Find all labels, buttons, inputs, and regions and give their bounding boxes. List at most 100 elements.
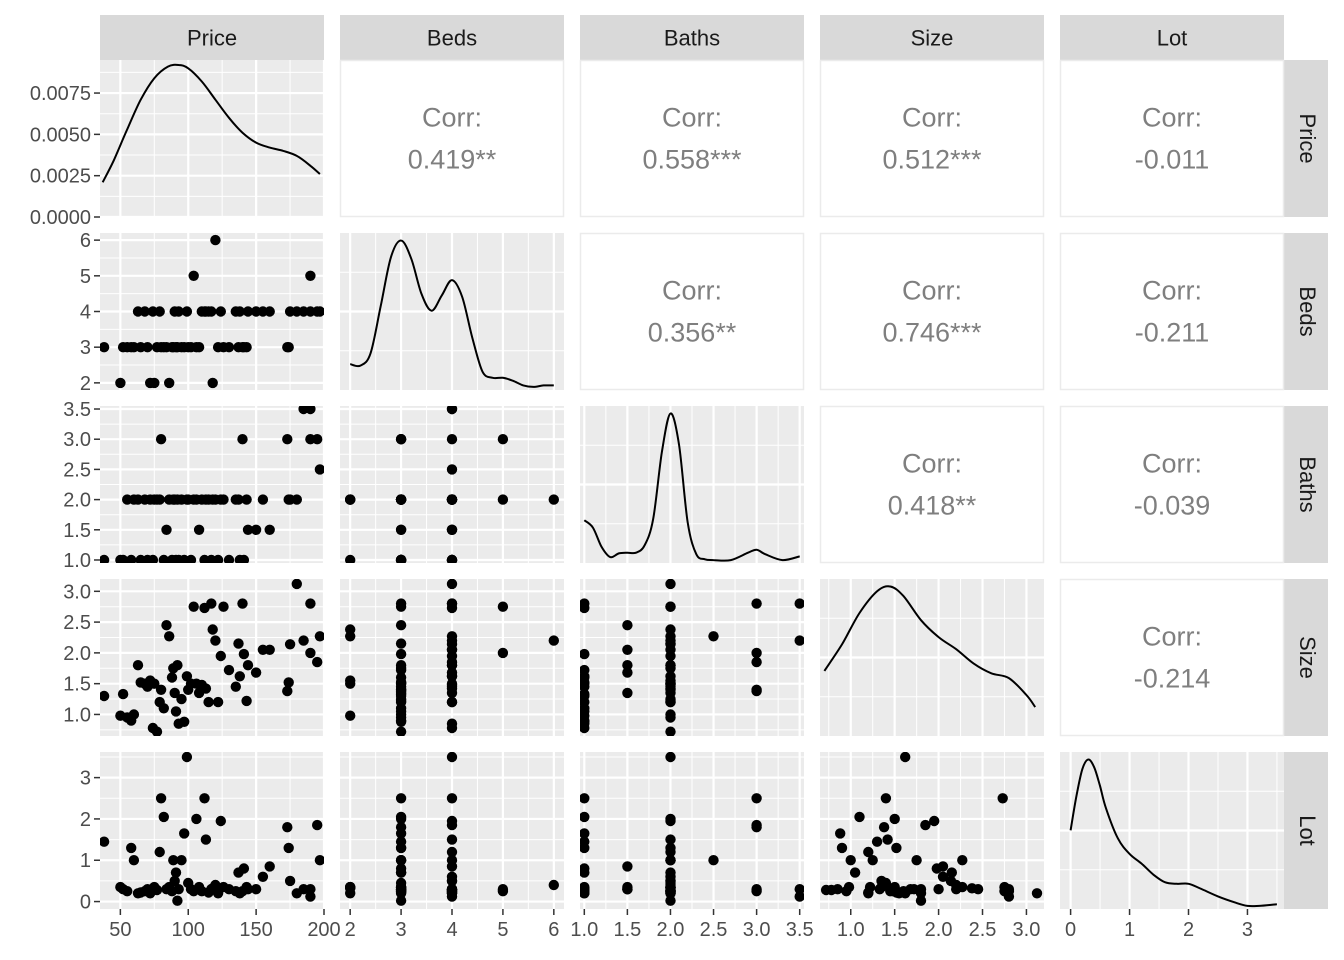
data-point bbox=[665, 695, 676, 707]
data-point bbox=[395, 648, 407, 660]
data-point bbox=[199, 793, 210, 804]
data-point bbox=[212, 696, 224, 708]
row-label-size: Size bbox=[1295, 636, 1320, 679]
data-point bbox=[200, 683, 212, 694]
panel-content bbox=[100, 406, 324, 563]
data-point bbox=[497, 647, 509, 659]
data-point bbox=[580, 863, 590, 874]
data-point bbox=[395, 695, 407, 707]
data-point bbox=[665, 579, 676, 590]
data-point bbox=[345, 624, 356, 635]
data-point bbox=[951, 884, 962, 895]
data-point bbox=[314, 464, 324, 475]
data-point bbox=[395, 842, 407, 854]
corr-panel-border bbox=[579, 59, 805, 218]
data-point bbox=[164, 631, 175, 642]
corr-value: 0.418** bbox=[888, 491, 977, 521]
data-point bbox=[312, 819, 323, 831]
data-point bbox=[168, 855, 179, 866]
data-point bbox=[298, 635, 309, 646]
data-point bbox=[794, 598, 804, 609]
corr-label: Corr: bbox=[1142, 103, 1202, 133]
data-point bbox=[622, 667, 633, 678]
x-tick-label: 3.0 bbox=[1013, 919, 1041, 941]
data-point bbox=[665, 888, 676, 899]
data-point bbox=[188, 270, 199, 281]
data-point bbox=[915, 895, 927, 906]
panel-lot-size bbox=[820, 752, 1044, 909]
data-point bbox=[305, 270, 316, 281]
y-tick-label: 6 bbox=[80, 230, 91, 252]
y-tick-label: 2.5 bbox=[63, 612, 91, 634]
data-point bbox=[497, 494, 509, 505]
panel-content bbox=[340, 752, 564, 909]
data-point bbox=[305, 884, 316, 895]
data-point bbox=[665, 726, 676, 736]
y-tick-label: 2 bbox=[80, 809, 91, 831]
data-point bbox=[132, 660, 144, 671]
data-point bbox=[151, 726, 163, 736]
data-point bbox=[314, 855, 324, 866]
data-point bbox=[446, 718, 458, 729]
data-point bbox=[242, 306, 254, 317]
y-tick-label: 2 bbox=[80, 373, 91, 395]
data-point bbox=[497, 884, 509, 895]
corr-label: Corr: bbox=[1142, 449, 1202, 479]
data-point bbox=[233, 638, 244, 649]
data-point bbox=[206, 306, 217, 317]
data-point bbox=[622, 620, 633, 631]
data-point bbox=[264, 644, 275, 655]
data-point bbox=[283, 842, 294, 854]
panel-content bbox=[580, 579, 804, 736]
data-point bbox=[867, 855, 878, 866]
data-point bbox=[282, 685, 293, 697]
panel-price-price bbox=[100, 60, 324, 217]
data-point bbox=[446, 884, 458, 895]
corr-panel-border bbox=[1059, 405, 1285, 564]
data-point bbox=[345, 554, 356, 563]
y-tick-label: 0.0025 bbox=[30, 166, 91, 188]
data-point bbox=[158, 554, 169, 563]
data-point bbox=[345, 678, 356, 689]
data-point bbox=[820, 884, 832, 896]
corr-panel-border bbox=[819, 59, 1045, 218]
data-point bbox=[446, 631, 458, 642]
data-point bbox=[622, 687, 633, 699]
x-tick-label: 5 bbox=[497, 919, 508, 941]
data-point bbox=[193, 342, 205, 353]
column-strip-lot bbox=[1060, 15, 1284, 60]
data-point bbox=[905, 884, 916, 895]
x-tick-label: 100 bbox=[172, 919, 205, 941]
data-point bbox=[997, 793, 1008, 804]
corr-value: 0.356** bbox=[648, 318, 737, 348]
y-tick-label: 1.5 bbox=[63, 674, 91, 696]
data-point bbox=[794, 891, 804, 902]
data-point bbox=[151, 884, 163, 896]
data-point bbox=[185, 554, 197, 563]
x-tick-label: 2 bbox=[1183, 919, 1194, 941]
data-point bbox=[395, 434, 407, 445]
data-point bbox=[166, 672, 178, 683]
data-point bbox=[446, 598, 458, 609]
data-point bbox=[215, 650, 226, 662]
data-point bbox=[142, 342, 153, 353]
data-point bbox=[900, 752, 911, 763]
data-point bbox=[497, 434, 509, 445]
panel-size-size bbox=[820, 579, 1044, 736]
data-point bbox=[170, 867, 182, 878]
data-point bbox=[128, 855, 140, 866]
panel-baths-beds bbox=[340, 406, 564, 563]
x-tick-label: 1.5 bbox=[881, 919, 909, 941]
panel-beds-size: Corr: 0.746*** bbox=[819, 232, 1045, 391]
panel-price-beds: Corr: 0.419** bbox=[339, 59, 565, 218]
data-point bbox=[446, 875, 458, 887]
data-point bbox=[395, 554, 407, 563]
data-point bbox=[291, 579, 302, 590]
data-point bbox=[242, 524, 254, 535]
data-point bbox=[169, 875, 180, 887]
row-label-lot: Lot bbox=[1295, 815, 1320, 846]
panel-beds-beds bbox=[340, 233, 564, 390]
data-point bbox=[170, 706, 182, 717]
corr-panel-border bbox=[819, 232, 1045, 391]
data-point bbox=[885, 886, 896, 897]
